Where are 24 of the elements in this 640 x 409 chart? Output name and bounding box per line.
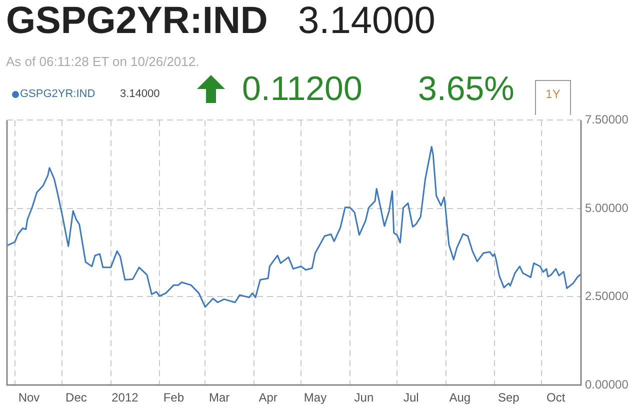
- legend-label: GSPG2YR:IND: [20, 88, 96, 100]
- x-tick-label: Apr: [258, 390, 278, 405]
- text: 3.65%: [418, 70, 514, 109]
- x-tick-label: Nov: [18, 390, 40, 405]
- text: 3.14000: [298, 0, 436, 43]
- x-tick-label: Feb: [163, 390, 184, 405]
- y-tick-label: 0.00000: [585, 377, 629, 392]
- x-tick-label: May: [304, 390, 327, 405]
- y-tick-label: 5.00000: [585, 200, 629, 215]
- x-tick-label: Jun: [354, 390, 374, 405]
- chart-title: GSPG2YR:IND: [6, 0, 268, 43]
- x-tick-label: Jul: [403, 390, 419, 405]
- text: 0.11200: [242, 70, 362, 109]
- y-tick-label: 2.50000: [585, 289, 629, 304]
- x-tick-label: Mar: [208, 390, 230, 405]
- text: 3.14000: [120, 88, 160, 100]
- x-tick-label: 2012: [112, 390, 139, 405]
- x-tick-label: Dec: [66, 390, 87, 405]
- x-tick-label: Sep: [498, 390, 520, 405]
- y-tick-label: 7.50000: [585, 112, 629, 127]
- chart-subtitle: As of 06:11:28 ET on 10/26/2012.: [6, 54, 200, 69]
- x-tick-label: Oct: [546, 390, 566, 405]
- x-tick-label: Aug: [449, 390, 471, 405]
- range-tab: 1Y: [535, 80, 571, 115]
